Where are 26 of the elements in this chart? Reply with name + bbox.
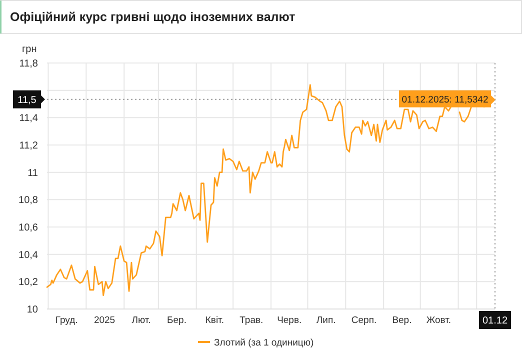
- x-tick-label: Жовт.: [426, 315, 452, 326]
- y-tick-label: 11,8: [19, 58, 38, 70]
- y-tick-label: 11,2: [19, 140, 38, 152]
- y-tick-label: 10,4: [18, 250, 38, 261]
- x-tick-label: Лип.: [316, 315, 336, 326]
- x-tick-label: 01.12: [482, 316, 508, 326]
- y-tick-label: 11: [28, 168, 38, 179]
- x-tick-label: Груд.: [55, 315, 78, 326]
- x-tick-label: Вер.: [392, 315, 412, 326]
- y-tick-label: 10,6: [18, 222, 38, 234]
- x-tick-label: Серп.: [351, 315, 377, 326]
- annotation: 01.12.2025: 11,5342: [402, 94, 488, 106]
- x-tick-label: Трав.: [240, 315, 264, 326]
- y-tick-label: 11,4: [19, 113, 38, 124]
- y-axis-title: грн: [22, 44, 37, 55]
- x-tick-label: Лют.: [132, 315, 151, 326]
- y-tick-label: 10,8: [18, 195, 38, 206]
- y-tick-label: 10: [26, 304, 38, 316]
- legend-label: Злотий (за 1 одиницю): [214, 337, 314, 348]
- x-tick-label: Квіт.: [205, 315, 224, 326]
- x-tick-label: Черв.: [277, 315, 302, 326]
- x-tick-label: 2025: [94, 315, 116, 326]
- ref-line-label: 11,5: [18, 94, 37, 106]
- y-tick-label: 10,2: [18, 277, 38, 288]
- chart-title: Офіційний курс гривні щодо іноземних валют: [10, 10, 296, 24]
- x-tick-label: Бер.: [167, 315, 186, 326]
